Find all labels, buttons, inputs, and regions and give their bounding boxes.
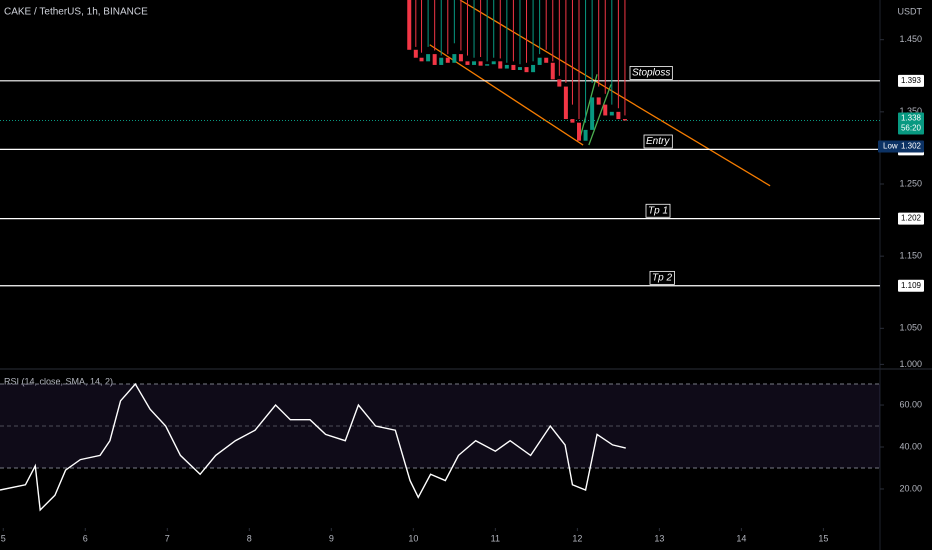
annotation-box — [649, 270, 675, 285]
candle-body — [498, 61, 503, 69]
candle-body — [524, 67, 529, 73]
level-annotation: Tp 1 — [648, 205, 668, 216]
candle-body — [432, 54, 437, 65]
candle-body — [491, 61, 496, 65]
candle-body — [517, 67, 522, 70]
level-label-box — [898, 279, 924, 292]
candle-body — [537, 57, 542, 65]
y-tick-label: 1.350 — [899, 106, 922, 116]
candle-body — [577, 122, 582, 141]
y-tick-label: 20.00 — [899, 483, 922, 493]
x-tick-label: 14 — [736, 533, 746, 543]
candle-body — [458, 54, 463, 62]
candle-body — [407, 0, 412, 50]
low-value: 1.302 — [901, 142, 922, 151]
candle-body — [544, 57, 549, 63]
annotation-box — [629, 66, 673, 80]
x-tick-label: 5 — [1, 533, 6, 543]
chart-title: CAKE / TetherUS, 1h, BINANCE — [4, 7, 148, 18]
level-label: 1.109 — [901, 281, 922, 290]
candle-body — [531, 64, 536, 73]
low-text: Low — [883, 142, 898, 151]
rsi-line — [0, 382, 626, 512]
candle-body — [439, 57, 444, 65]
level-label: 1.202 — [901, 214, 922, 223]
y-axis-label: USDT — [898, 6, 923, 16]
trend-line — [588, 84, 612, 146]
candle-body — [557, 79, 562, 87]
x-tick-label: 13 — [654, 533, 664, 543]
countdown: 56:20 — [901, 124, 922, 133]
candle-body — [511, 64, 516, 70]
price-pane — [0, 0, 880, 287]
candle-body — [596, 97, 601, 105]
candle-body — [583, 129, 588, 141]
low-box — [878, 140, 924, 153]
level-annotation: Stoploss — [632, 67, 670, 78]
y-tick-label: 1.150 — [899, 251, 922, 261]
last-price-label: 1.338 — [901, 114, 922, 123]
annotation-box — [645, 203, 671, 218]
y-tick-label: 60.00 — [899, 399, 922, 409]
candle-body — [465, 61, 470, 65]
annotation-box — [643, 134, 673, 149]
y-tick-label: 1.000 — [899, 359, 922, 369]
axes: 1.4501.3501.2501.1501.0501.0001.3931.298… — [1, 34, 924, 543]
x-tick-label: 15 — [818, 533, 828, 543]
x-tick-label: 9 — [329, 533, 334, 543]
level-annotation: Entry — [646, 136, 670, 147]
candle-body — [472, 61, 477, 65]
candle-body — [616, 111, 621, 120]
candle-body — [478, 61, 483, 66]
level-label-box — [898, 74, 924, 87]
candle-body — [504, 64, 509, 69]
y-tick-label: 40.00 — [899, 441, 922, 451]
x-tick-label: 8 — [247, 533, 252, 543]
x-tick-label: 12 — [572, 533, 582, 543]
candle-body — [550, 62, 555, 80]
y-tick-label: 1.050 — [899, 323, 922, 333]
x-tick-label: 11 — [491, 533, 500, 543]
candle-body — [426, 54, 431, 62]
rsi-band — [0, 384, 880, 468]
candle-body — [485, 64, 490, 66]
x-tick-label: 10 — [408, 533, 418, 543]
x-tick-label: 7 — [165, 533, 170, 543]
candle-body — [609, 111, 614, 116]
candle-body — [413, 49, 418, 58]
candle-body — [570, 119, 575, 123]
candle-body — [590, 97, 595, 130]
last-price-box — [898, 112, 924, 135]
candle-body — [622, 119, 627, 121]
candle-body — [452, 54, 457, 63]
y-tick-label: 1.450 — [899, 34, 922, 44]
y-tick-label: 1.250 — [899, 178, 922, 188]
level-label-box — [898, 212, 924, 225]
rsi-pane — [0, 382, 880, 512]
candle-body — [419, 57, 424, 62]
candle-body — [445, 57, 450, 63]
x-tick-label: 6 — [83, 533, 88, 543]
trend-line — [459, 0, 771, 187]
trend-line — [579, 74, 598, 139]
rsi-title: RSI (14, close, SMA, 14, 2) — [4, 376, 113, 386]
level-label: 1.393 — [901, 76, 922, 85]
level-annotation: Tp 2 — [652, 272, 672, 283]
candle-body — [603, 104, 608, 116]
candle-body — [563, 86, 568, 120]
